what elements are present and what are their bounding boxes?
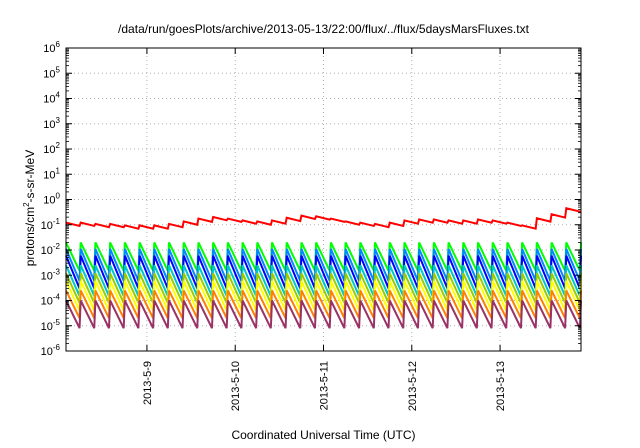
y-tick-label: 106 [43,40,60,55]
y-tick-label: 10-1 [41,217,61,232]
x-tick-label: 2013-5-13 [495,361,507,411]
y-tick-label: 105 [43,65,60,80]
y-tick-label: 104 [43,91,60,106]
series-line-8 [65,300,582,329]
series-group [65,207,582,329]
y-label-suffix: -s-sr-MeV [23,149,37,203]
x-tick-label: 2013-5-12 [407,361,419,411]
y-tick-label: 10-2 [41,242,61,257]
x-tick-label: 2013-5-9 [142,361,154,405]
x-axis: 2013-5-9 2013-5-10 2013-5-11 2013-5-12 2013-… [142,48,507,411]
x-tick-label: 2013-5-10 [230,361,242,411]
y-tick-label: 100 [43,192,60,207]
x-tick-label: 2013-5-11 [319,361,331,410]
chart-title: /data/run/goesPlots/archive/2013-05-13/2… [118,22,529,36]
y-tick-label: 10-5 [41,318,61,333]
y-tick-label: 10-4 [41,293,61,308]
y-tick-label: 10-6 [41,343,61,358]
y-axis: 10-6 10-5 10-4 10-3 10-2 10-1 100 101 102 103 104 1… [41,40,581,358]
grid [66,48,581,351]
y-label-sup: 2 [22,202,31,207]
y-tick-label: 102 [43,141,60,156]
y-tick-label: 103 [43,116,60,131]
y-tick-label: 101 [43,166,60,181]
y-tick-label: 10-3 [41,267,61,282]
series-line-0 [65,207,582,230]
x-axis-label: Coordinated Universal Time (UTC) [231,428,416,442]
y-label-prefix: protons/cm [23,206,37,267]
